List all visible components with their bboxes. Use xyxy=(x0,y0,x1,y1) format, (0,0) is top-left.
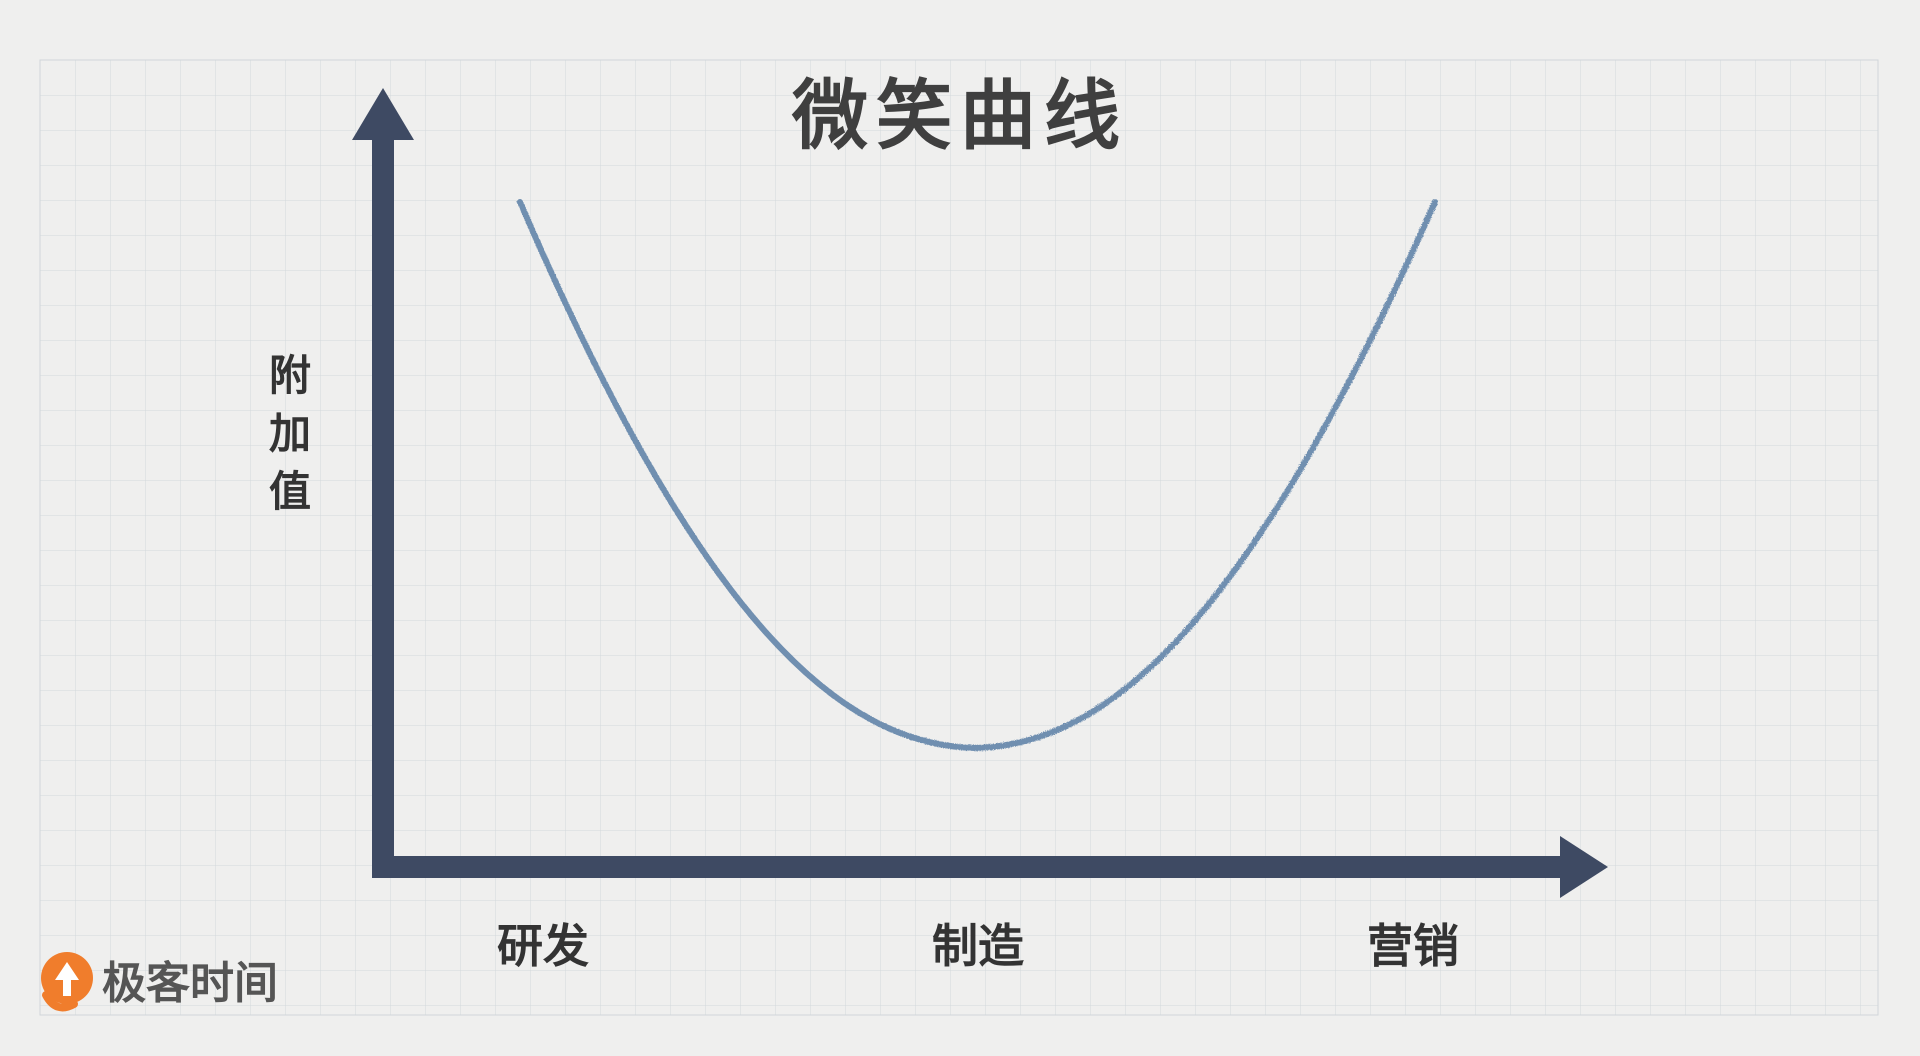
x-category-label: 营销 xyxy=(1367,919,1459,973)
y-axis-shaft xyxy=(372,130,394,878)
y-axis-label-char: 附 xyxy=(269,351,311,400)
x-category-label: 制造 xyxy=(932,919,1024,973)
y-axis-label-char: 值 xyxy=(269,467,311,516)
y-axis-arrowhead xyxy=(352,88,414,140)
x-category-label: 研发 xyxy=(497,919,589,973)
smile-curve xyxy=(517,199,1438,752)
brand-watermark: 极客时间 xyxy=(41,952,278,1012)
y-axis-label: 附 加 值 xyxy=(269,351,311,516)
brand-name: 极客时间 xyxy=(102,958,278,1009)
x-axis xyxy=(372,836,1608,898)
diagram-title: 微笑曲线 xyxy=(791,71,1128,160)
grid-border xyxy=(39,59,1879,1016)
brand-logo-icon xyxy=(41,952,93,1012)
x-axis-shaft xyxy=(372,856,1567,878)
y-axis-label-char: 加 xyxy=(269,409,311,458)
y-axis xyxy=(352,88,414,878)
x-axis-arrowhead xyxy=(1560,836,1608,898)
x-axis-categories: 研发 制造 营销 xyxy=(497,919,1459,973)
